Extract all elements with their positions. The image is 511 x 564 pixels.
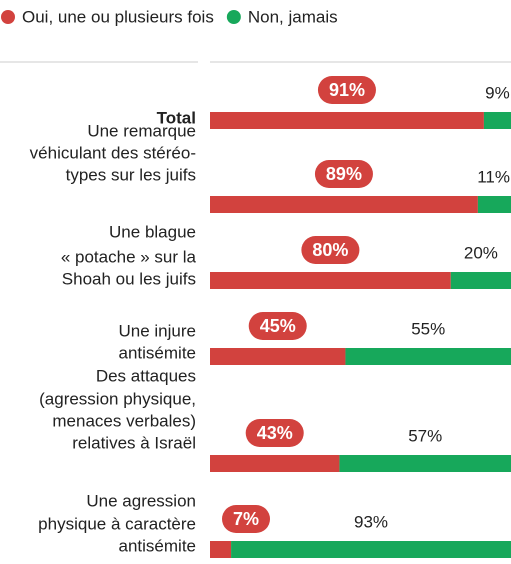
value-label: 11% <box>477 167 510 186</box>
value-label: 20% <box>464 243 498 262</box>
value-label: 93% <box>354 512 388 531</box>
bar-segment <box>477 196 511 213</box>
category-label: Une injure <box>119 321 197 340</box>
value-label: 43% <box>257 423 293 443</box>
category-label: « potache » sur la <box>61 247 197 266</box>
category-label: relatives à Israël <box>72 433 196 452</box>
category-label: Des attaques <box>96 366 196 385</box>
category-label: types sur les juifs <box>66 165 196 184</box>
value-pill <box>222 505 271 533</box>
category-label: Une remarque <box>87 121 196 140</box>
bar-segment <box>210 541 232 558</box>
value-label: 45% <box>260 316 296 336</box>
category-label: Une blague <box>109 222 196 241</box>
value-label: 9% <box>485 83 510 102</box>
bar-segment <box>210 455 340 472</box>
bar-segment <box>210 196 478 213</box>
category-label: antisémite <box>119 536 196 555</box>
legend-label: Oui, une ou plusieurs fois <box>22 7 214 26</box>
value-label: 7% <box>233 509 259 529</box>
bar-segment <box>210 348 346 365</box>
value-label: 89% <box>326 164 362 184</box>
category-label: Shoah ou les juifs <box>62 269 196 288</box>
value-label: 55% <box>411 319 445 338</box>
value-label: 91% <box>329 80 365 100</box>
bar-segment <box>483 112 511 129</box>
category-label: antisémite <box>119 343 196 362</box>
value-pill <box>301 236 360 264</box>
value-pill <box>248 312 307 340</box>
bar-segment <box>450 272 511 289</box>
value-pill <box>245 419 304 447</box>
category-label: (agression physique, <box>39 389 196 408</box>
category-label: Une agression <box>86 491 196 510</box>
category-label: menaces verbales) <box>52 411 196 430</box>
value-label: 57% <box>408 426 442 445</box>
value-pill <box>317 76 376 104</box>
bar-segment <box>231 541 511 558</box>
bar-segment <box>345 348 511 365</box>
value-label: 80% <box>312 240 348 260</box>
legend-marker <box>226 10 241 24</box>
legend-marker <box>1 10 15 24</box>
bar-segment <box>210 112 484 129</box>
category-label: véhiculant des stéréo- <box>30 143 196 162</box>
value-pill <box>314 160 373 188</box>
bar-segment <box>210 272 451 289</box>
category-label: Total <box>157 108 196 127</box>
category-label: physique à caractère <box>38 514 196 533</box>
legend-label: Non, jamais <box>248 7 338 26</box>
bar-segment <box>339 455 511 472</box>
